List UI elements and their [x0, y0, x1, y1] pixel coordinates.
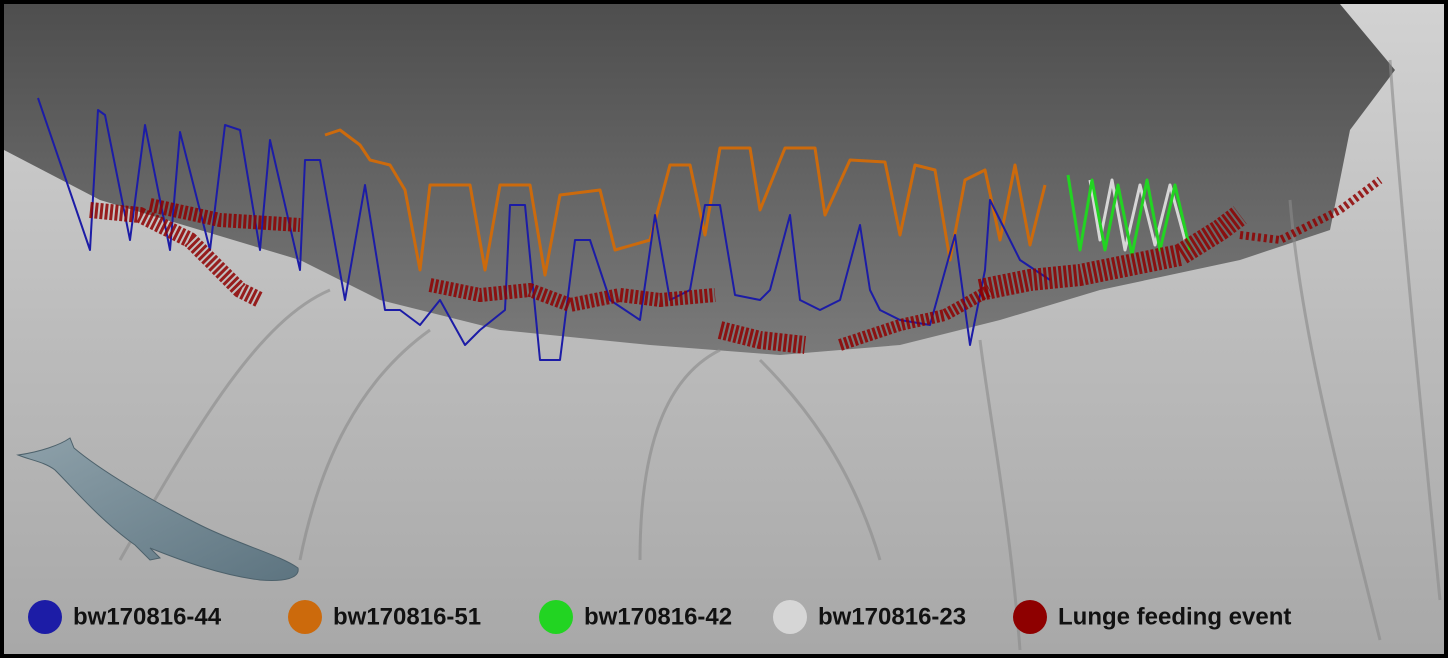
legend-label: bw170816-42 [584, 603, 732, 630]
legend-label: bw170816-23 [818, 603, 966, 630]
legend: bw170816-44 bw170816-51 bw170816-42 bw17081… [28, 600, 1291, 634]
legend-swatch [773, 600, 807, 634]
legend-label: Lunge feeding event [1058, 603, 1291, 630]
visualization: bw170816-44 bw170816-51 bw170816-42 bw17081… [0, 0, 1448, 658]
legend-swatch [1013, 600, 1047, 634]
legend-swatch [539, 600, 573, 634]
legend-swatch [288, 600, 322, 634]
legend-swatch [28, 600, 62, 634]
legend-label: bw170816-51 [333, 603, 481, 630]
page: bw170816-44 bw170816-51 bw170816-42 bw17081… [0, 0, 1448, 658]
legend-label: bw170816-44 [73, 603, 222, 630]
